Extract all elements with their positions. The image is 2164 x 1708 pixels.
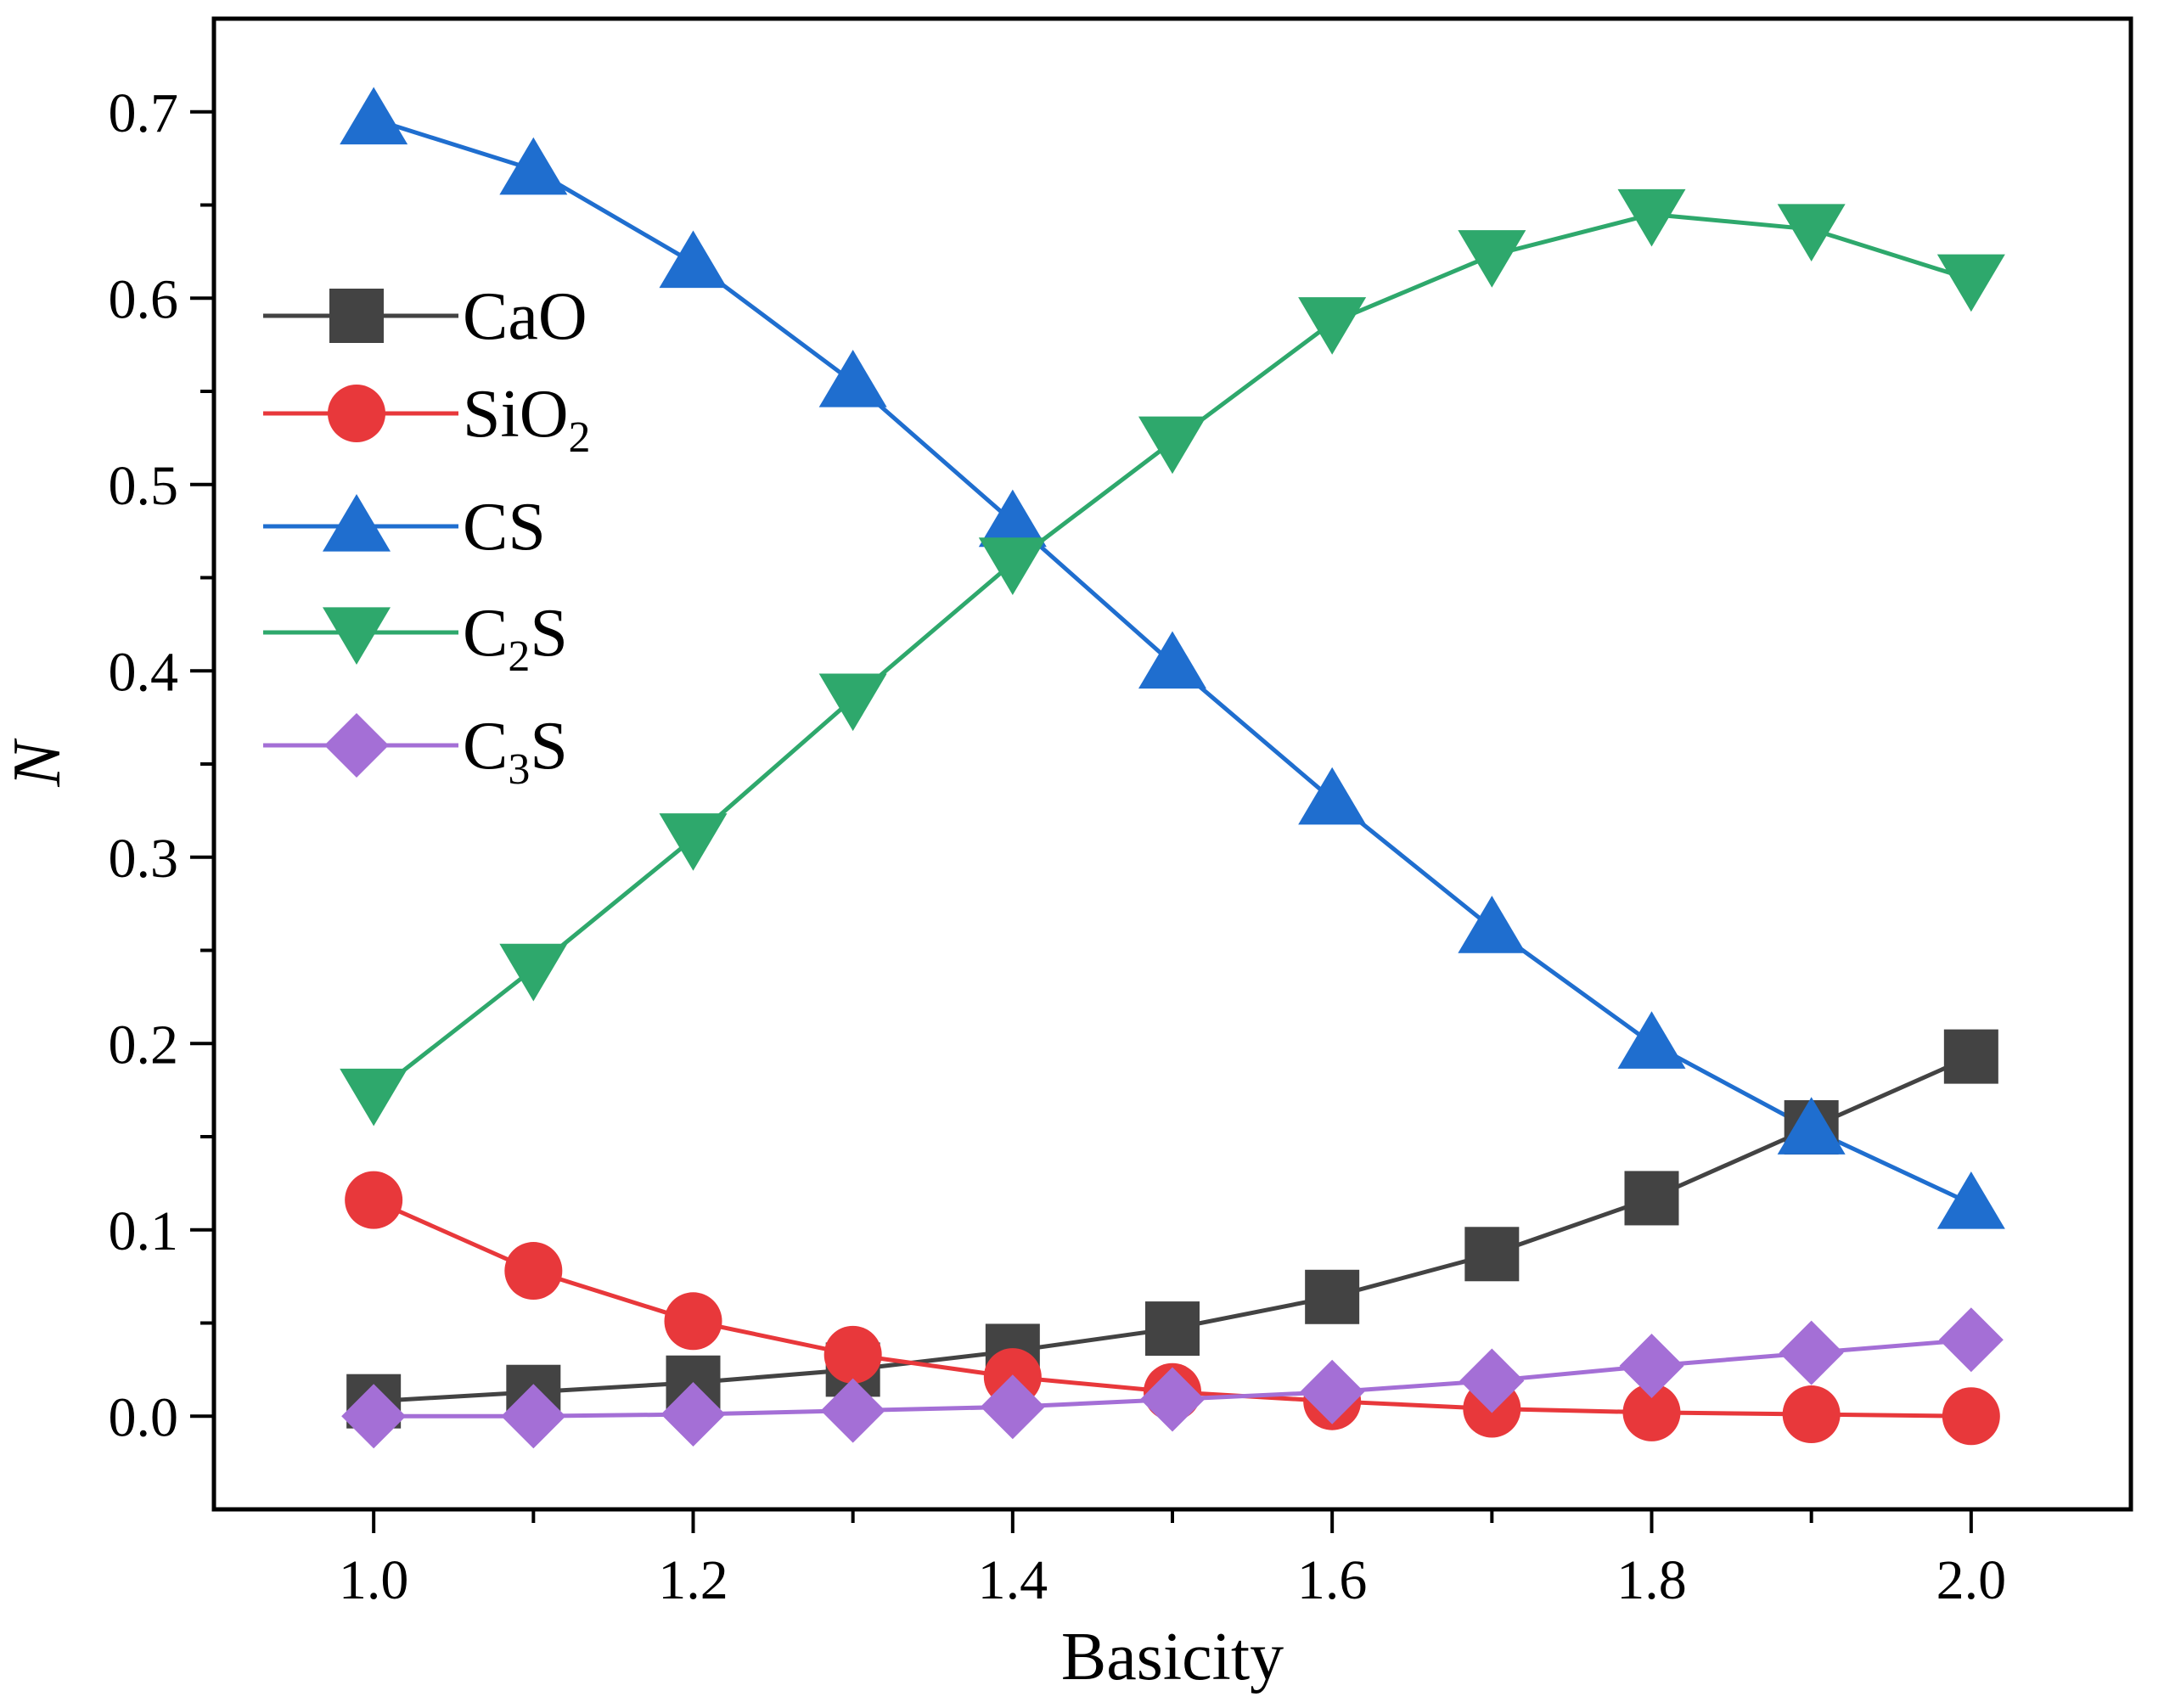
data-point-cs (659, 230, 728, 289)
y-tick-label: 0.4 (109, 641, 179, 703)
data-point-c2s (1936, 254, 2005, 312)
data-point-cao (1145, 1301, 1200, 1357)
data-point-c2s (978, 537, 1047, 595)
legend-marker-sio2 (328, 385, 385, 442)
data-point-cs (978, 489, 1047, 548)
x-axis-title: Basicity (1061, 1620, 1284, 1694)
legend-marker-c2s (323, 607, 391, 665)
legend-marker-c3s (324, 713, 389, 778)
x-tick-label: 2.0 (1936, 1549, 2007, 1611)
data-point-c3s (1619, 1333, 1684, 1398)
data-point-sio2 (1622, 1383, 1681, 1441)
data-point-c3s (660, 1382, 726, 1447)
data-point-cs (1617, 1011, 1686, 1069)
data-point-cs (1458, 896, 1526, 953)
legend-label-c3s: C3S (463, 709, 568, 794)
data-point-c3s (1140, 1367, 1205, 1432)
y-tick-label: 0.5 (109, 455, 179, 517)
data-point-sio2 (345, 1171, 403, 1229)
legend-marker-cs (323, 494, 391, 552)
y-tick-label: 0.7 (109, 82, 179, 144)
legend-label-cs: CS (463, 490, 546, 565)
data-point-c2s (818, 673, 887, 732)
data-point-cs (499, 137, 568, 195)
data-point-cs (1936, 1171, 2005, 1229)
legend-marker-cao (329, 289, 384, 343)
axis-layer: 1.0 1.2 1.4 1.6 1.8 2.0 0.0 0.1 0.2 0.3 0.4 0.5 0.6 0… (0, 16, 2133, 1694)
data-point-sio2 (1942, 1387, 2000, 1446)
data-point-cs (1298, 767, 1367, 825)
y-tick-label: 0.0 (109, 1386, 179, 1448)
data-point-cs (1138, 631, 1206, 689)
data-point-cs (1777, 1097, 1846, 1155)
data-point-c3s (501, 1384, 566, 1449)
data-point-cao (1464, 1227, 1520, 1282)
x-tick-label: 1.0 (339, 1549, 409, 1611)
legend: CaO SiO2 CS C2S C3S (263, 279, 591, 794)
y-tick-label: 0.1 (109, 1200, 179, 1262)
y-tick-label: 0.2 (109, 1014, 179, 1076)
data-point-c2s (1617, 188, 1686, 247)
data-point-c3s (980, 1374, 1045, 1440)
data-point-c3s (1300, 1359, 1365, 1424)
y-tick-label: 0.3 (109, 828, 179, 890)
data-point-c2s (340, 1068, 408, 1126)
x-tick-label: 1.8 (1616, 1549, 1687, 1611)
data-point-c2s (659, 813, 728, 871)
data-point-cs (818, 350, 887, 407)
data-point-c3s (1459, 1348, 1525, 1413)
data-point-cao (1305, 1269, 1360, 1324)
data-point-c3s (1938, 1307, 2004, 1373)
data-point-c2s (1138, 416, 1206, 475)
data-point-c3s (341, 1384, 407, 1449)
x-tick-label: 1.6 (1297, 1549, 1368, 1611)
data-point-cs (340, 87, 408, 145)
data-point-sio2 (1782, 1385, 1841, 1444)
data-point-cao (1943, 1029, 1998, 1084)
data-point-c2s (1458, 230, 1526, 288)
legend-label-sio2: SiO2 (463, 377, 591, 462)
data-point-sio2 (664, 1292, 722, 1351)
data-point-cao (1624, 1171, 1679, 1226)
legend-label-cao: CaO (463, 279, 587, 354)
x-tick-label: 1.4 (978, 1549, 1048, 1611)
legend-label-c2s: C2S (463, 596, 568, 681)
y-tick-label: 0.6 (109, 268, 179, 330)
x-tick-label: 1.2 (658, 1549, 728, 1611)
data-point-c2s (1777, 204, 1846, 262)
data-point-sio2 (504, 1242, 563, 1301)
data-point-c2s (499, 943, 568, 1002)
data-point-sio2 (823, 1325, 882, 1384)
data-point-c3s (820, 1378, 885, 1443)
data-point-c3s (1779, 1320, 1844, 1385)
y-axis-title: N (0, 738, 75, 788)
data-point-c2s (1298, 297, 1367, 355)
series-layer (340, 87, 2005, 1449)
